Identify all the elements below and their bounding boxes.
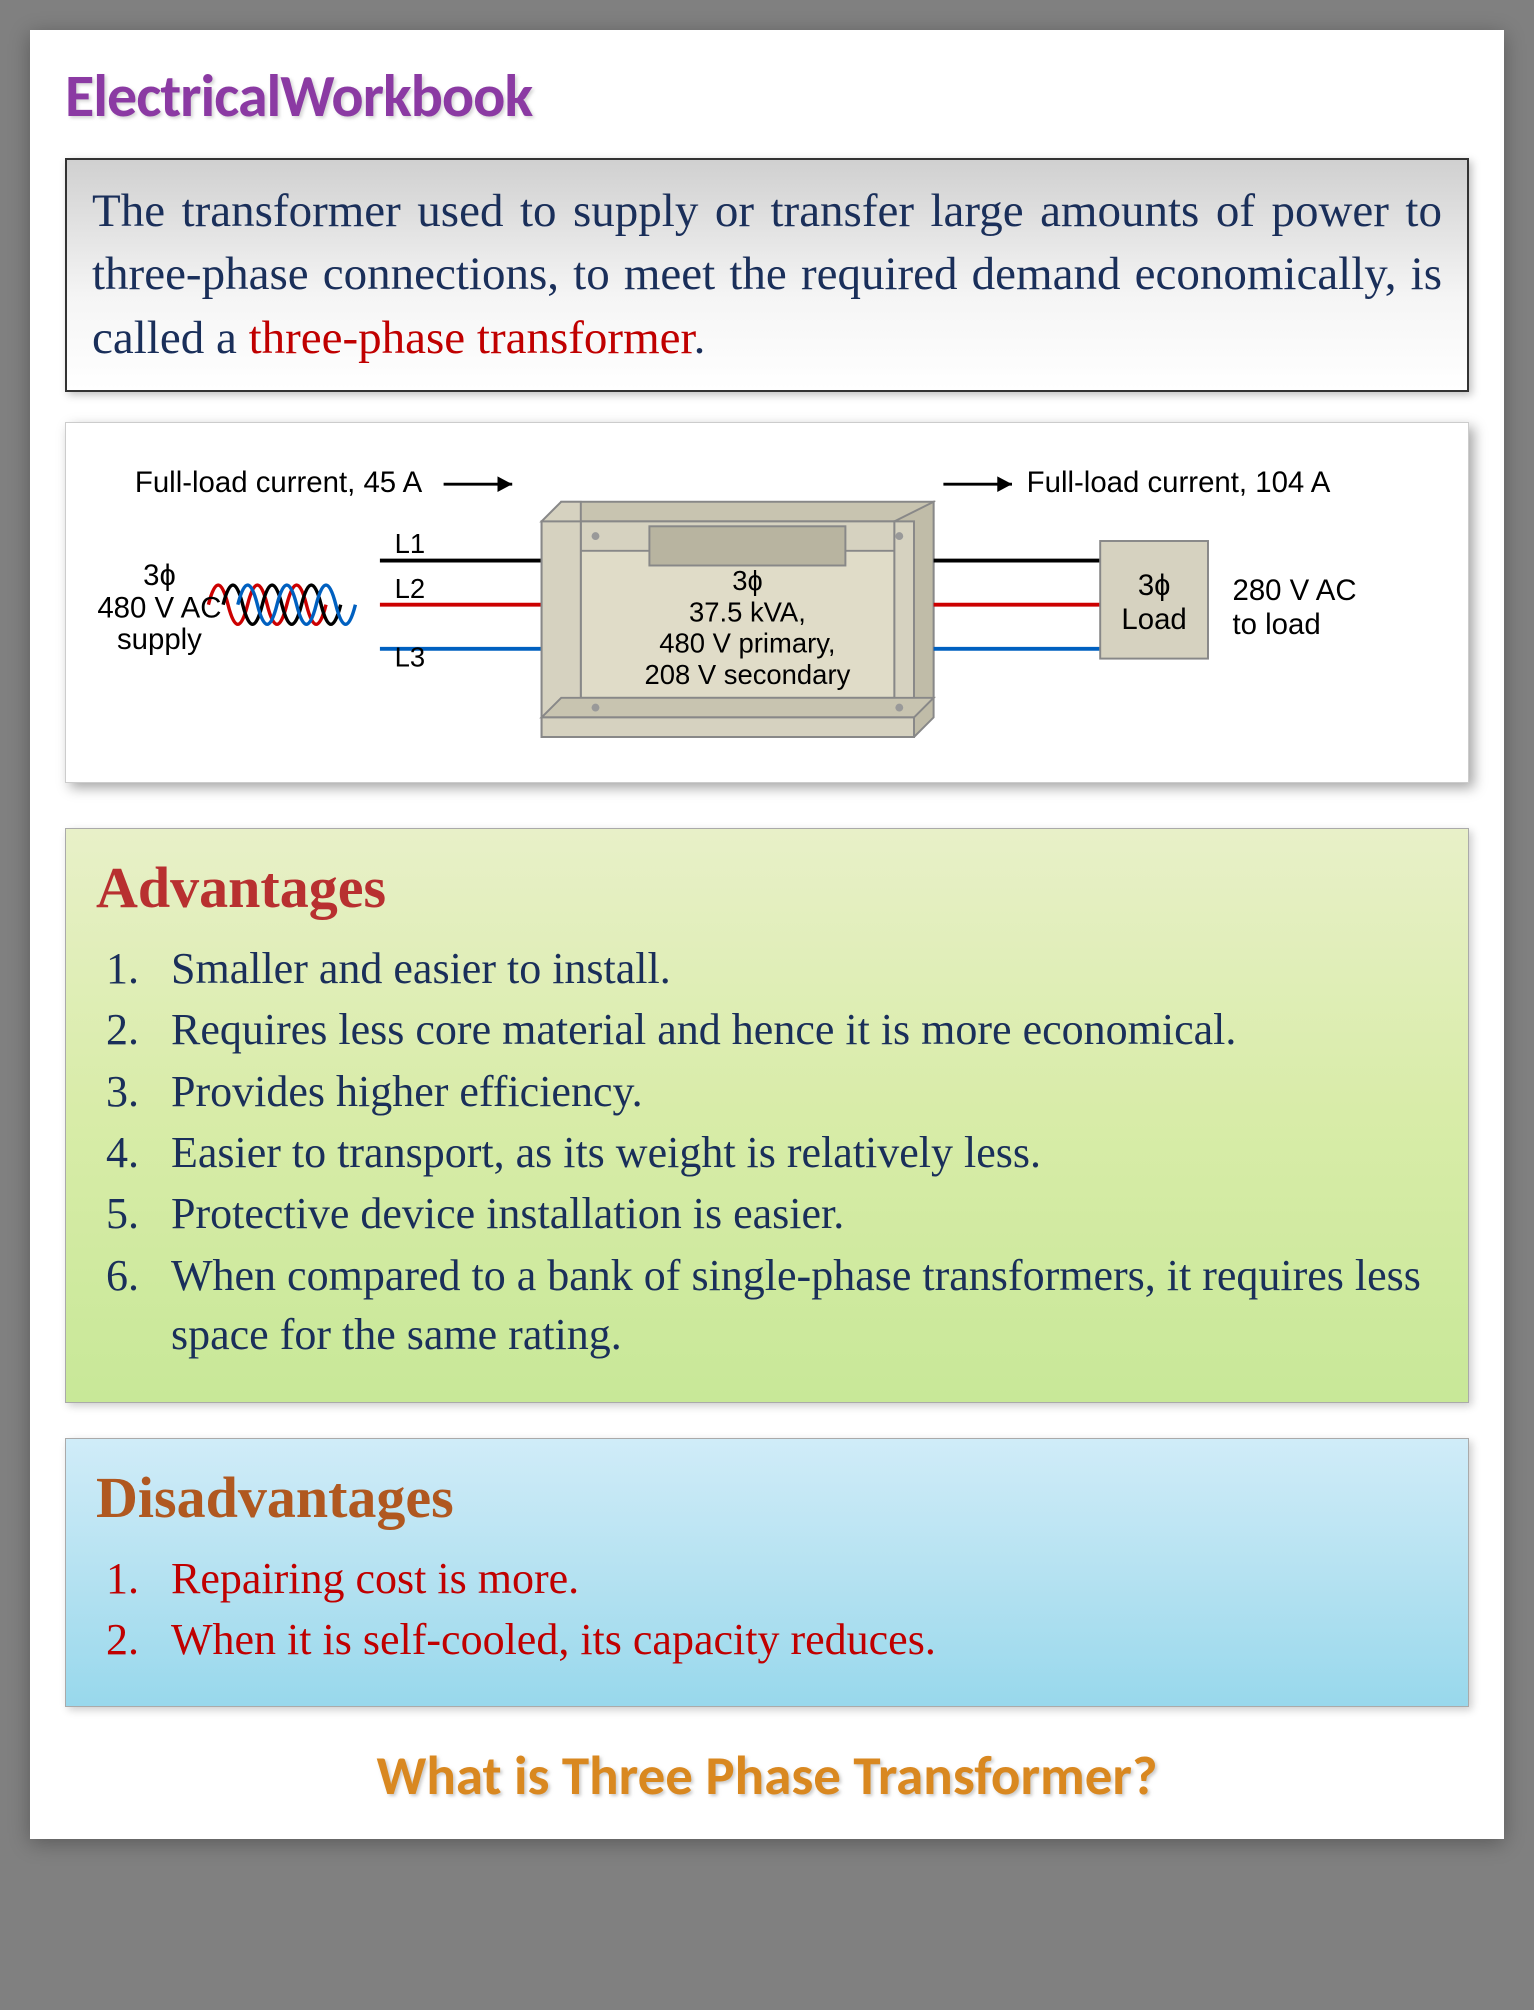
- supply-label-1: 3ɸ: [143, 559, 176, 592]
- list-item: Smaller and easier to install.: [96, 939, 1438, 998]
- list-item: Requires less core material and hence it…: [96, 1000, 1438, 1059]
- output-current-label: Full-load current, 104 A: [1027, 466, 1331, 499]
- line-label-L3: L3: [395, 642, 426, 673]
- load-label-2: Load: [1121, 604, 1186, 637]
- diagram-svg: 3ɸ 480 V AC supply Full-load current, 45…: [81, 443, 1453, 757]
- list-item: Provides higher efficiency.: [96, 1062, 1438, 1121]
- list-item: Easier to transport, as its weight is re…: [96, 1123, 1438, 1182]
- list-item: When it is self-cooled, its capacity red…: [96, 1610, 1438, 1669]
- xfmr-label-2: 37.5 kVA,: [689, 597, 806, 628]
- page-container: ElectricalWorkbook The transformer used …: [30, 30, 1504, 1839]
- disadvantages-list: Repairing cost is more. When it is self-…: [96, 1549, 1438, 1670]
- input-arrow-head-icon: [498, 477, 513, 493]
- supply-label-2: 480 V AC: [97, 592, 221, 625]
- definition-highlight: three-phase transformer: [249, 312, 694, 364]
- input-current-label: Full-load current, 45 A: [135, 466, 423, 499]
- list-item: Repairing cost is more.: [96, 1549, 1438, 1608]
- advantages-list: Smaller and easier to install. Requires …: [96, 939, 1438, 1365]
- output-label-2: to load: [1232, 608, 1320, 641]
- xfmr-label-3: 480 V primary,: [659, 628, 835, 659]
- list-item: When compared to a bank of single-phase …: [96, 1246, 1438, 1365]
- xfmr-label-1: 3ɸ: [732, 565, 762, 596]
- output-arrow-head-icon: [997, 477, 1012, 493]
- supply-label-3: supply: [117, 623, 202, 656]
- transformer-diagram: 3ɸ 480 V AC supply Full-load current, 45…: [65, 422, 1469, 783]
- line-label-L2: L2: [395, 573, 426, 604]
- footer-question: What is Three Phase Transformer?: [65, 1742, 1469, 1809]
- definition-box: The transformer used to supply or transf…: [65, 158, 1469, 392]
- xfmr-label-4: 208 V secondary: [644, 659, 850, 690]
- advantages-box: Advantages Smaller and easier to install…: [65, 828, 1469, 1403]
- line-label-L1: L1: [395, 528, 426, 559]
- definition-text-after: .: [694, 312, 706, 364]
- list-item: Protective device installation is easier…: [96, 1184, 1438, 1243]
- load-label-1: 3ɸ: [1138, 569, 1171, 602]
- sine-waves-icon: [208, 585, 355, 624]
- site-logo: ElectricalWorkbook: [65, 60, 1469, 133]
- advantages-title: Advantages: [96, 854, 1438, 921]
- output-label-1: 280 V AC: [1232, 574, 1356, 607]
- disadvantages-title: Disadvantages: [96, 1464, 1438, 1531]
- disadvantages-box: Disadvantages Repairing cost is more. Wh…: [65, 1438, 1469, 1708]
